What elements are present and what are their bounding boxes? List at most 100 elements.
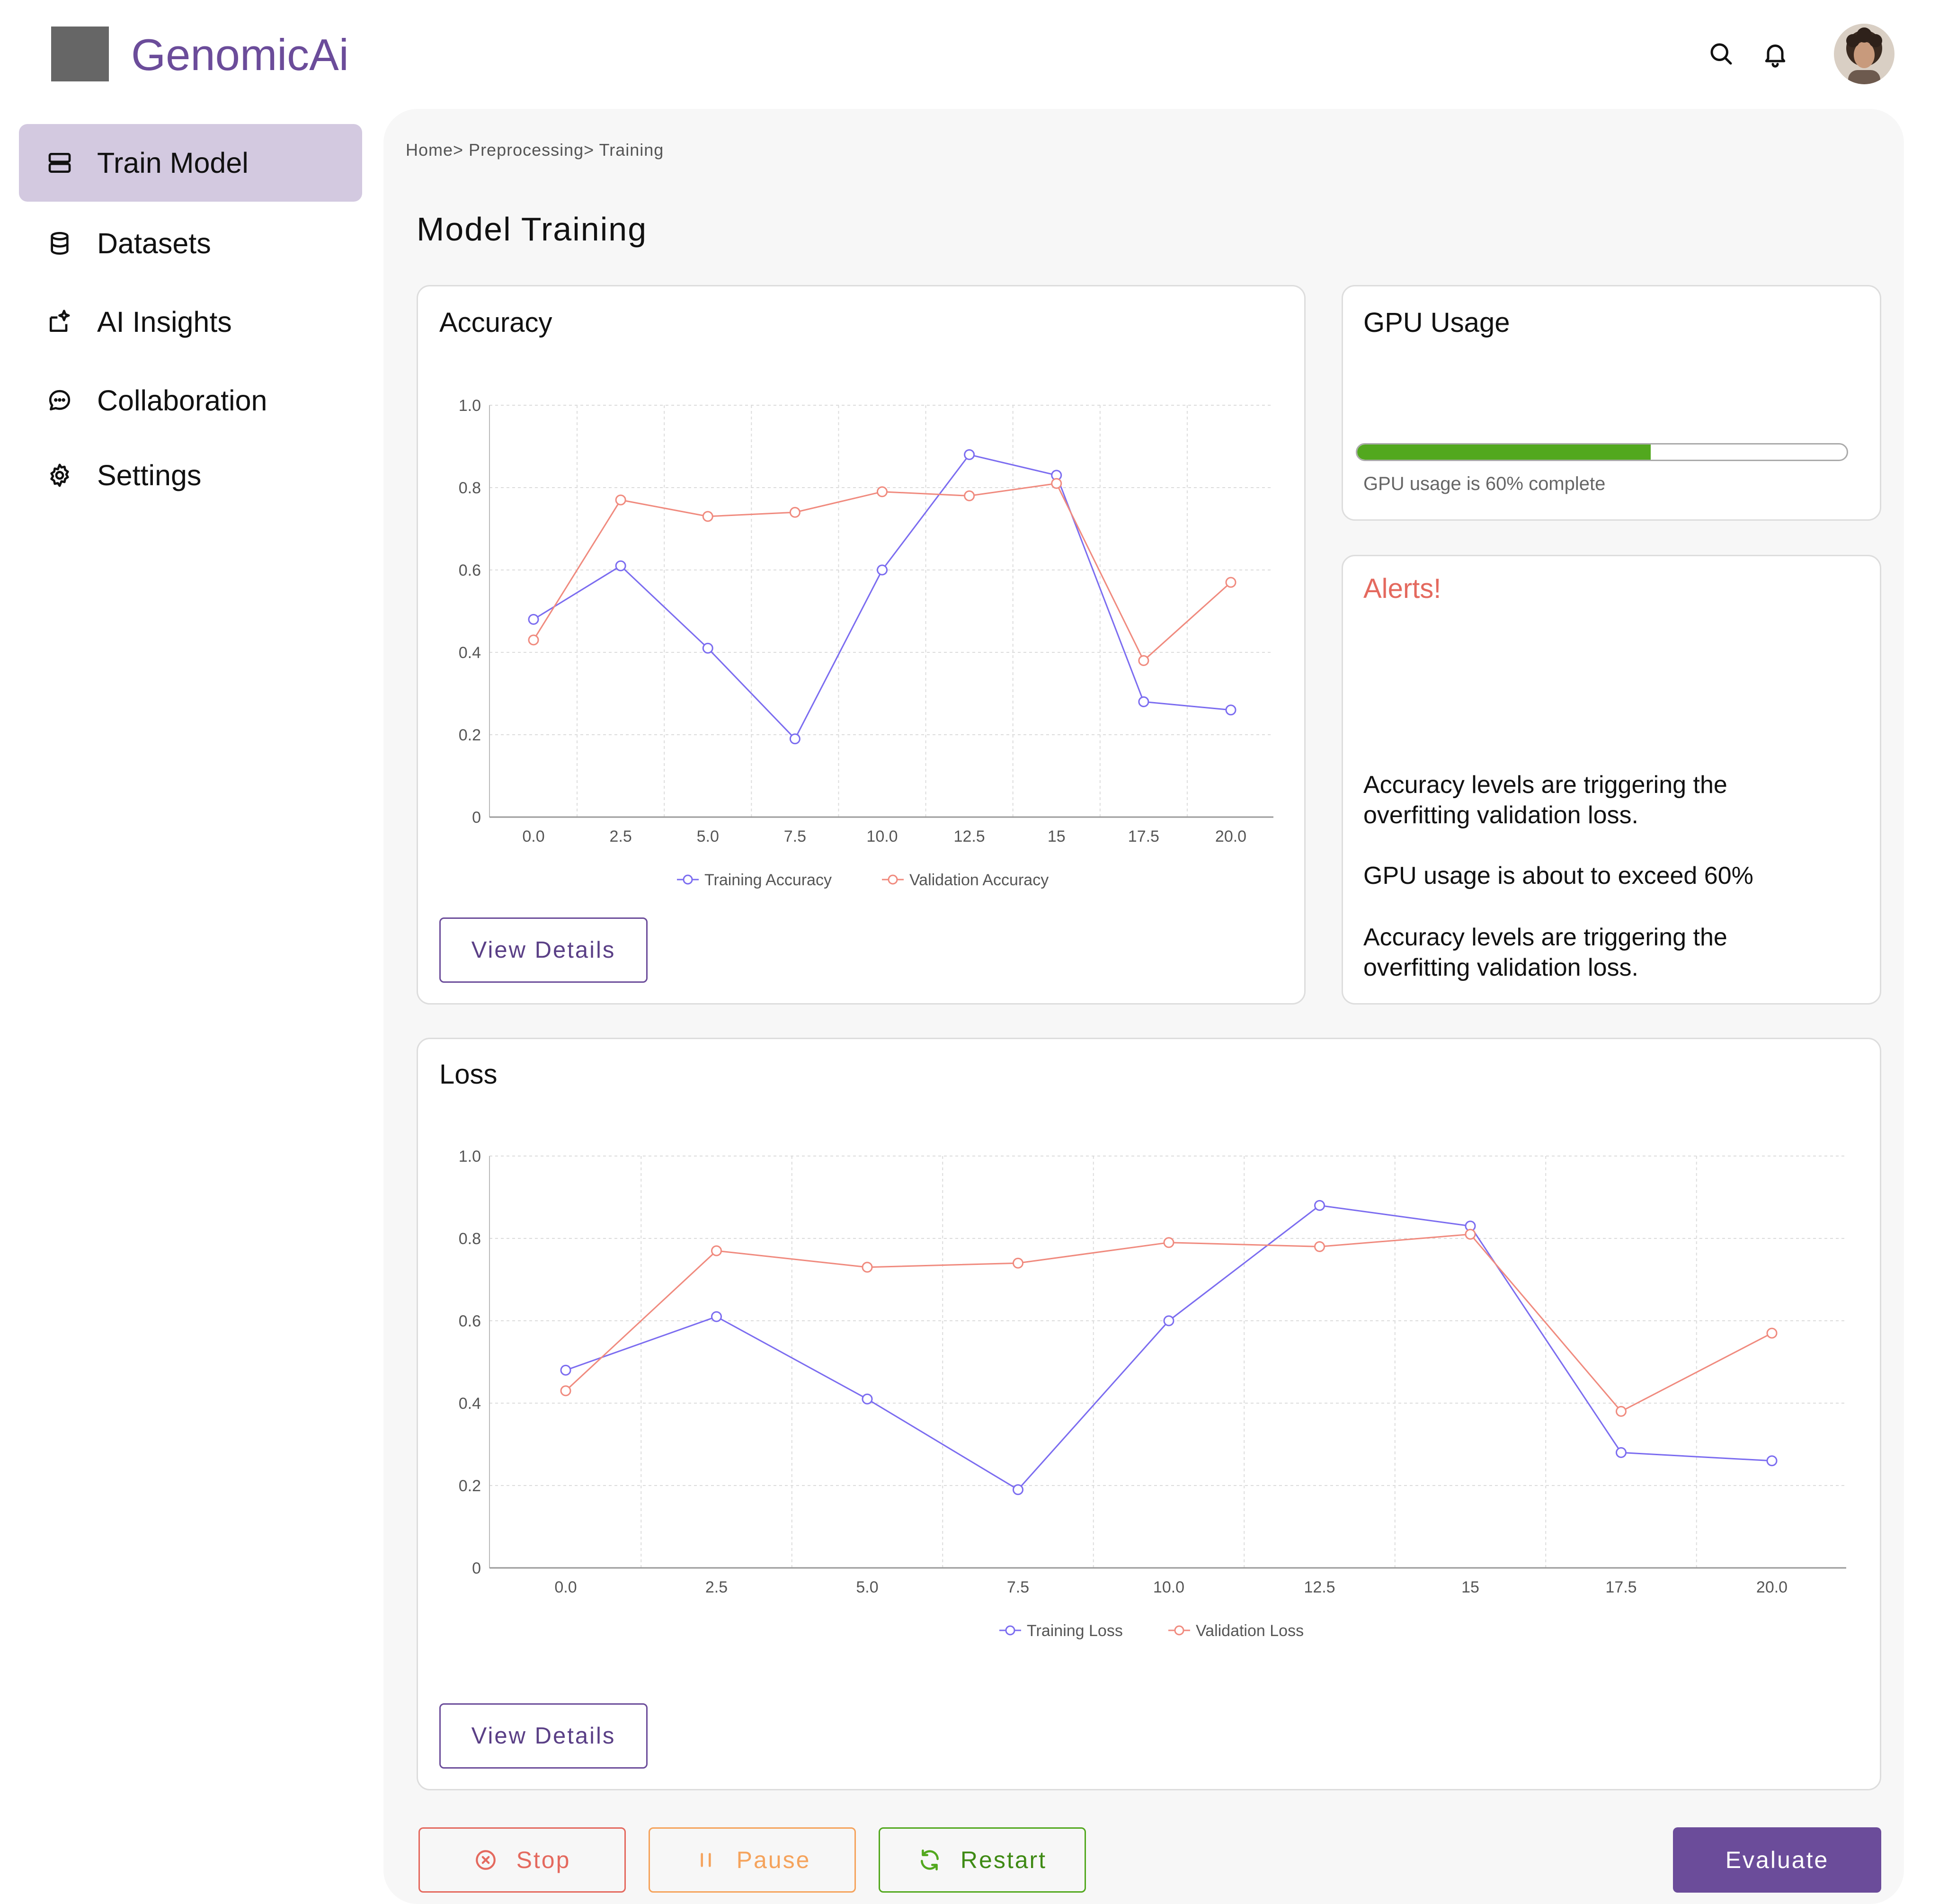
x-tick-label: 2.5 [705, 1578, 728, 1596]
data-point[interactable] [789, 507, 801, 518]
sidebar-item-collaboration[interactable]: Collaboration [19, 362, 362, 439]
data-point[interactable] [702, 642, 713, 654]
y-tick-label: 0.2 [459, 726, 481, 744]
data-point[interactable] [1013, 1257, 1023, 1269]
data-point[interactable] [877, 486, 888, 498]
y-tick-label: 0.4 [459, 644, 481, 662]
legend-marker [1005, 1625, 1015, 1636]
legend-label[interactable]: Validation Accuracy [909, 871, 1049, 889]
brand-name: GenomicAi [131, 30, 349, 80]
data-point[interactable] [1163, 1315, 1174, 1326]
data-point[interactable] [711, 1245, 722, 1256]
y-tick-label: 1.0 [459, 1148, 481, 1166]
data-point[interactable] [1013, 1484, 1023, 1495]
server-icon [48, 153, 71, 173]
gpu-usage-card [1342, 285, 1881, 521]
page-title: Model Training [417, 211, 648, 248]
data-point[interactable] [615, 560, 626, 571]
y-tick-label: 0.6 [459, 1312, 481, 1330]
stop-icon [475, 1850, 496, 1870]
loss-view-details-button[interactable]: View Details [439, 1703, 648, 1769]
sidebar-item-label: Collaboration [97, 384, 267, 417]
data-point[interactable] [528, 634, 539, 646]
stop-label: Stop [516, 1847, 571, 1873]
avatar[interactable] [1834, 24, 1895, 84]
legend-label[interactable]: Validation Loss [1196, 1622, 1304, 1640]
x-tick-label: 10.0 [866, 827, 898, 845]
data-point[interactable] [1225, 577, 1236, 588]
y-tick-label: 0 [472, 809, 481, 827]
data-point[interactable] [1138, 655, 1149, 666]
loss-card [417, 1038, 1881, 1790]
legend-label[interactable]: Training Accuracy [704, 871, 832, 889]
sidebar-item-label: Datasets [97, 227, 211, 259]
data-point[interactable] [862, 1393, 873, 1405]
pause-icon [700, 1853, 711, 1867]
breadcrumb[interactable]: Home> Preprocessing> Training [406, 140, 664, 160]
data-point[interactable] [1314, 1241, 1325, 1252]
sidebar-item-ai-insights[interactable]: AI Insights [19, 283, 362, 361]
y-tick-label: 0.8 [459, 1230, 481, 1248]
legend-label[interactable]: Training Loss [1027, 1622, 1123, 1640]
y-tick-label: 1.0 [459, 397, 481, 415]
data-point[interactable] [1225, 704, 1236, 716]
gpu-progress-bar [1356, 443, 1848, 461]
x-tick-label: 0.0 [522, 827, 544, 845]
gear-icon [50, 463, 69, 487]
data-point[interactable] [964, 449, 975, 460]
sidebar-item-label: Train Model [97, 147, 249, 179]
sidebar-item-train-model[interactable]: Train Model [19, 124, 362, 202]
sidebar-item-datasets[interactable]: Datasets [19, 205, 362, 282]
data-point[interactable] [1616, 1406, 1627, 1417]
data-point[interactable] [964, 490, 975, 501]
restart-button[interactable]: Restart [879, 1827, 1086, 1893]
logo [51, 27, 109, 81]
gpu-usage-title: GPU Usage [1363, 307, 1510, 338]
data-point[interactable] [615, 494, 626, 506]
data-point[interactable] [702, 511, 713, 522]
data-point[interactable] [1465, 1228, 1476, 1240]
sidebar-item-settings[interactable]: Settings [19, 436, 362, 514]
data-point[interactable] [789, 733, 801, 745]
data-point[interactable] [1051, 478, 1062, 489]
restart-icon [920, 1849, 939, 1871]
pause-button[interactable]: Pause [649, 1827, 856, 1893]
x-tick-label: 12.5 [954, 827, 985, 845]
accuracy-card-title: Accuracy [439, 307, 552, 338]
database-icon [51, 231, 69, 255]
data-point[interactable] [528, 614, 539, 625]
data-point[interactable] [862, 1262, 873, 1273]
series-line [565, 1204, 1772, 1491]
data-point[interactable] [1138, 696, 1149, 707]
legend-marker [1174, 1625, 1184, 1636]
sidebar-item-label: AI Insights [97, 306, 232, 338]
x-tick-label: 17.5 [1605, 1578, 1637, 1596]
x-tick-label: 17.5 [1128, 827, 1159, 845]
gpu-progress-fill [1357, 445, 1651, 460]
data-point[interactable] [711, 1311, 722, 1322]
bell-icon[interactable] [1761, 40, 1789, 68]
y-tick-label: 0 [472, 1559, 481, 1577]
evaluate-button[interactable]: Evaluate [1673, 1827, 1881, 1893]
stop-button[interactable]: Stop [418, 1827, 626, 1893]
alert-message: Accuracy levels are triggering the overf… [1363, 924, 1727, 981]
data-point[interactable] [1616, 1447, 1627, 1458]
y-tick-label: 0.4 [459, 1395, 481, 1413]
search-icon[interactable] [1707, 40, 1735, 68]
data-point[interactable] [1163, 1237, 1174, 1248]
legend-marker [683, 874, 693, 885]
data-point[interactable] [1766, 1327, 1778, 1339]
chat-icon [49, 390, 71, 410]
data-point[interactable] [877, 564, 888, 576]
data-point[interactable] [560, 1364, 571, 1376]
data-point[interactable] [560, 1385, 571, 1397]
y-tick-label: 0.2 [459, 1477, 481, 1495]
data-point[interactable] [1766, 1455, 1778, 1467]
alert-message: Accuracy levels are triggering the overf… [1363, 771, 1727, 829]
pause-label: Pause [736, 1847, 811, 1873]
accuracy-view-details-button[interactable]: View Details [439, 917, 648, 983]
x-tick-label: 5.0 [856, 1578, 878, 1596]
data-point[interactable] [1314, 1200, 1325, 1211]
